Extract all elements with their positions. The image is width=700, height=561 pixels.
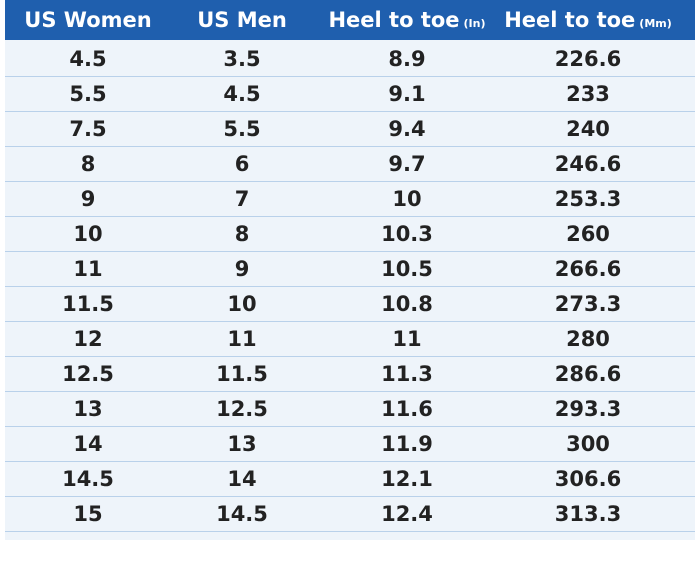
table-cell: 5.5: [223, 117, 261, 141]
table-row: 12.5 11.5 11.3 286.6: [5, 357, 695, 392]
table-cell: 273.3: [554, 292, 622, 316]
table-cell: 13: [227, 432, 257, 456]
table-cell: 246.6: [554, 152, 622, 176]
table-cell: 10.8: [381, 292, 433, 316]
table-cell: 14.5: [216, 502, 268, 526]
table-row: 15 14.5 12.4 313.3: [5, 497, 695, 532]
table-cell: 8: [80, 152, 96, 176]
table-cell: 4.5: [69, 47, 107, 71]
table-cell: 11.6: [381, 397, 433, 421]
header-unit: (In): [463, 17, 486, 30]
table-cell: 313.3: [554, 502, 622, 526]
table-cell: 306.6: [554, 467, 622, 491]
table-row: 7.5 5.5 9.4 240: [5, 112, 695, 147]
table-cell: 12.1: [381, 467, 433, 491]
table-cell: 253.3: [554, 187, 622, 211]
table-cell: 10: [392, 187, 422, 211]
table-cell: 9.1: [388, 82, 426, 106]
table-cell: 14: [227, 467, 257, 491]
table-row: 4.5 3.5 8.9 226.6: [5, 42, 695, 77]
table-row: 11.5 10 10.8 273.3: [5, 287, 695, 322]
table-cell: 5.5: [69, 82, 107, 106]
table-cell: 13: [73, 397, 103, 421]
table-cell: 8: [234, 222, 250, 246]
table-row: 10 8 10.3 260: [5, 217, 695, 252]
table-cell: 12.5: [62, 362, 114, 386]
table-cell: 9.7: [388, 152, 426, 176]
table-cell: 7: [234, 187, 250, 211]
table-cell: 300: [566, 432, 610, 456]
table-cell: 11: [227, 327, 257, 351]
table-row: 14.5 14 12.1 306.6: [5, 462, 695, 497]
table-cell: 14: [73, 432, 103, 456]
table-cell: 10.5: [381, 257, 433, 281]
table-cell: 286.6: [554, 362, 622, 386]
table-header: US Women US Men Heel to toe (In) Heel to toe…: [5, 0, 695, 40]
table-cell: 11: [392, 327, 422, 351]
table-cell: 10.3: [381, 222, 433, 246]
table-row: 9 7 10 253.3: [5, 182, 695, 217]
header-cell: Heel to toe (Mm): [483, 0, 693, 40]
table-cell: 240: [566, 117, 610, 141]
table-cell: 15: [73, 502, 103, 526]
table-cell: 266.6: [554, 257, 622, 281]
table-cell: 10: [73, 222, 103, 246]
table-cell: 293.3: [554, 397, 622, 421]
table-cell: 14.5: [62, 467, 114, 491]
table-cell: 12.5: [216, 397, 268, 421]
header-text: Heel to toe: [328, 8, 460, 32]
header-text: US Women: [24, 8, 152, 32]
table-row: 11 9 10.5 266.6: [5, 252, 695, 287]
table-row: 5.5 4.5 9.1 233: [5, 77, 695, 112]
table-cell: 226.6: [554, 47, 622, 71]
header-text: Heel to toe: [504, 8, 636, 32]
table-cell: 11: [73, 257, 103, 281]
table-cell: 11.3: [381, 362, 433, 386]
table-cell: 11.9: [381, 432, 433, 456]
table-cell: 4.5: [223, 82, 261, 106]
table-cell: 280: [566, 327, 610, 351]
header-cell: Heel to toe (In): [307, 0, 507, 40]
table-cell: 11.5: [62, 292, 114, 316]
table-cell: 9: [234, 257, 250, 281]
table-cell: 10: [227, 292, 257, 316]
size-table: US Women US Men Heel to toe (In) Heel to toe…: [5, 0, 695, 540]
table-cell: 12: [73, 327, 103, 351]
table-cell: 6: [234, 152, 250, 176]
table-row: 14 13 11.9 300: [5, 427, 695, 462]
table-cell: 9: [80, 187, 96, 211]
table-cell: 3.5: [223, 47, 261, 71]
header-cell: US Women: [6, 0, 171, 40]
header-unit: (Mm): [639, 17, 672, 30]
table-cell: 11.5: [216, 362, 268, 386]
table-cell: 260: [566, 222, 610, 246]
table-cell: 9.4: [388, 117, 426, 141]
table-cell: 8.9: [388, 47, 426, 71]
table-cell: 7.5: [69, 117, 107, 141]
table-row: 12 11 11 280: [5, 322, 695, 357]
table-row: 13 12.5 11.6 293.3: [5, 392, 695, 427]
table-cell: 12.4: [381, 502, 433, 526]
table-cell: 233: [566, 82, 610, 106]
header-cell: US Men: [172, 0, 312, 40]
table-row: 8 6 9.7 246.6: [5, 147, 695, 182]
header-text: US Men: [197, 8, 287, 32]
